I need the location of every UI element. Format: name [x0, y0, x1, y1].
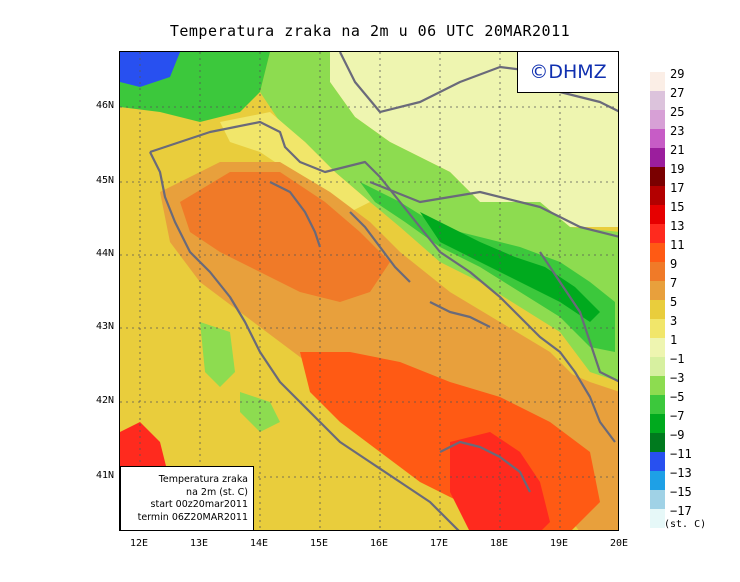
legend-label: −9 [670, 428, 685, 442]
legend-label: 3 [670, 314, 678, 328]
istria-coast [269, 181, 322, 248]
legend-swatch [650, 471, 665, 490]
legend-label: 19 [670, 162, 685, 176]
temperature-map [119, 51, 619, 531]
lat-label: 42N [95, 395, 114, 406]
legend-swatch [650, 205, 665, 224]
legend-swatch [650, 262, 665, 281]
legend-label: 7 [670, 276, 678, 290]
lat-label: 41N [95, 470, 114, 481]
copyright-label: ©DHMZ [517, 51, 619, 93]
island-chain-2 [429, 301, 491, 328]
lon-label: 15E [309, 538, 329, 549]
legend-label: −7 [670, 409, 685, 423]
legend-swatch [650, 224, 665, 243]
lon-label: 14E [249, 538, 269, 549]
border-north [339, 52, 618, 114]
legend-label: −1 [670, 352, 685, 366]
graticule [120, 52, 618, 530]
mountain-colder-band [420, 212, 600, 322]
legend-swatch [650, 376, 665, 395]
legend-label: 5 [670, 295, 678, 309]
legend-unit: (st. C) [664, 519, 707, 530]
legend-label: −5 [670, 390, 685, 404]
legend-swatch [650, 490, 665, 509]
info-line-variable: Temperatura zraka [158, 474, 248, 485]
legend-swatch [650, 414, 665, 433]
legend-swatch [650, 338, 665, 357]
legend-swatch [650, 319, 665, 338]
gargano-coast [439, 440, 531, 493]
border-east [539, 251, 618, 383]
lon-label: 16E [369, 538, 389, 549]
italy-cool-patch [200, 322, 235, 387]
alpine-cool-band [260, 52, 618, 382]
legend-swatch [650, 395, 665, 414]
mountain-cold-band [360, 182, 615, 352]
legend-label: 29 [670, 67, 685, 81]
balkan-warm-field [520, 352, 618, 450]
legend-label: 15 [670, 200, 685, 214]
legend-swatch [650, 243, 665, 262]
info-line-valid: termin 06Z20MAR2011 [137, 511, 248, 523]
lat-label: 45N [95, 175, 114, 186]
legend-label: 21 [670, 143, 685, 157]
legend-label: 17 [670, 181, 685, 195]
lon-label: 17E [429, 538, 449, 549]
lat-label: 43N [95, 321, 114, 332]
italian-coast [149, 151, 460, 530]
lon-label: 13E [189, 538, 209, 549]
legend-swatch [650, 357, 665, 376]
legend-label: 1 [670, 333, 678, 347]
legend-swatch [650, 300, 665, 319]
legend-label: −11 [670, 447, 692, 461]
legend-label: −15 [670, 485, 692, 499]
legend-swatch [650, 72, 665, 91]
legend-label: 11 [670, 238, 685, 252]
lon-label: 20E [609, 538, 629, 549]
map-graphic [120, 52, 618, 530]
info-line-start: start 00z20mar2011 [150, 499, 248, 510]
border-sava [369, 180, 618, 238]
legend-swatch [650, 110, 665, 129]
legend-label: 27 [670, 86, 685, 100]
coastlines [149, 52, 618, 530]
run-info-box: Temperatura zraka na 2m (st. C) start 00… [120, 466, 254, 531]
legend-swatch [650, 91, 665, 110]
legend-label: −17 [670, 504, 692, 518]
legend-swatch [650, 167, 665, 186]
legend-label: −13 [670, 466, 692, 480]
legend-swatch [650, 509, 665, 528]
island-chain [349, 211, 411, 283]
lat-label: 46N [95, 100, 114, 111]
legend-label: 13 [670, 219, 685, 233]
map-title: Temperatura zraka na 2m u 06 UTC 20MAR20… [169, 22, 571, 40]
legend-label: 25 [670, 105, 685, 119]
alps-cold-corner [120, 52, 180, 87]
legend-swatch [650, 452, 665, 471]
north-adriatic-warmer [180, 172, 390, 302]
info-line-units: na 2m (st. C) [186, 486, 248, 498]
legend-swatch [650, 433, 665, 452]
legend-label: 9 [670, 257, 678, 271]
legend-label: 23 [670, 124, 685, 138]
lat-label: 44N [95, 248, 114, 259]
ionian-hot-patch [450, 432, 550, 530]
cool-plains-field [320, 52, 618, 227]
legend-swatch [650, 148, 665, 167]
lon-label: 12E [129, 538, 149, 549]
legend-swatch [650, 186, 665, 205]
legend-label: −3 [670, 371, 685, 385]
lon-label: 18E [489, 538, 509, 549]
lon-label: 19E [549, 538, 569, 549]
legend-swatch [650, 129, 665, 148]
coastal-mild-strip [220, 112, 370, 212]
legend-swatch [650, 281, 665, 300]
